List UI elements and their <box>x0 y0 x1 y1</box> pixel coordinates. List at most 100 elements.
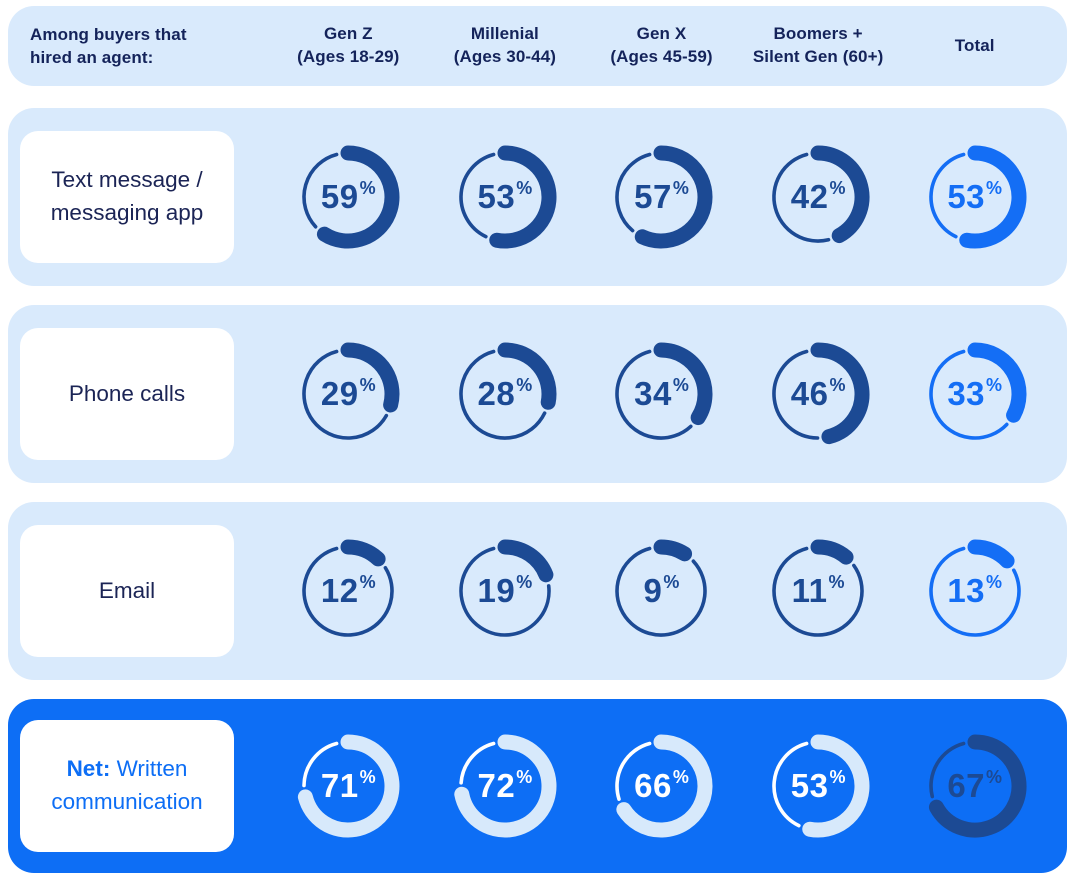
column-title: Boomers + <box>773 24 863 44</box>
donut-value: 71 <box>320 767 359 804</box>
donut-chart: 28% <box>450 339 560 449</box>
percent-sign: % <box>829 766 846 787</box>
row-label-rest: Written communication <box>51 756 203 814</box>
percent-sign: % <box>359 177 376 198</box>
percent-sign: % <box>986 177 1003 198</box>
column-header-gen-z: Gen Z (Ages 18-29) <box>270 23 427 69</box>
row-label-cell: Email <box>20 525 270 657</box>
table-intro-label: Among buyers that hired an agent: <box>30 24 187 67</box>
row-label-cell: Net: Written communication <box>20 720 270 852</box>
percent-sign: % <box>516 177 533 198</box>
donut-value: 53 <box>947 178 986 215</box>
donut-value: 29 <box>320 375 359 412</box>
percent-sign: % <box>829 177 846 198</box>
row-label-rest: Phone calls <box>68 380 186 406</box>
chart-row-0: Text message / messaging app 59% 53% 57% 42%… <box>8 108 1067 286</box>
donut-cell-0-0: 59% <box>270 142 427 252</box>
donut-chart: 34% <box>606 339 716 449</box>
donut-cell-2-2: 9% <box>583 536 740 646</box>
donut-chart: 53% <box>920 142 1030 252</box>
row-label-rest: Email <box>98 577 156 603</box>
donut-value: 66 <box>634 767 672 804</box>
donut-chart: 67% <box>920 731 1030 841</box>
donut-chart: 53% <box>763 731 873 841</box>
column-title: Gen X <box>636 24 687 44</box>
donut-cell-2-0: 12% <box>270 536 427 646</box>
chart-row-1: Phone calls 29% 28% 34% 46% 33% <box>8 305 1067 483</box>
donut-value: 12 <box>320 572 359 609</box>
donut-chart: 19% <box>450 536 560 646</box>
donut-value: 42 <box>790 178 829 215</box>
donut-cell-3-4: 67% <box>896 731 1053 841</box>
row-label-text: Text message / messaging app <box>36 164 218 229</box>
percent-sign: % <box>516 571 533 592</box>
column-header-millenial: Millenial (Ages 30-44) <box>427 23 584 69</box>
percent-sign: % <box>986 766 1003 787</box>
donut-cell-3-1: 72% <box>427 731 584 841</box>
donut-chart: 71% <box>293 731 403 841</box>
percent-sign: % <box>672 766 689 787</box>
percent-sign: % <box>828 571 845 592</box>
header-intro-cell: Among buyers that hired an agent: <box>20 23 270 70</box>
donut-chart: 29% <box>293 339 403 449</box>
donut-chart: 66% <box>606 731 716 841</box>
donut-cell-3-3: 53% <box>740 731 897 841</box>
row-label-cell: Phone calls <box>20 328 270 460</box>
column-subtitle: (Ages 18-29) <box>297 47 400 66</box>
donut-cell-2-4: 13% <box>896 536 1053 646</box>
row-label-card: Text message / messaging app <box>20 131 234 263</box>
donut-value: 53 <box>790 767 829 804</box>
donut-cell-1-4: 33% <box>896 339 1053 449</box>
donut-chart: 72% <box>450 731 560 841</box>
donut-chart: 46% <box>763 339 873 449</box>
percent-sign: % <box>672 374 689 395</box>
donut-value: 34 <box>634 375 672 412</box>
donut-chart: 11% <box>763 536 873 646</box>
percent-sign: % <box>672 177 689 198</box>
donut-cell-2-3: 11% <box>740 536 897 646</box>
donut-chart: 42% <box>763 142 873 252</box>
header-band: Among buyers that hired an agent: Gen Z … <box>8 6 1067 86</box>
percent-sign: % <box>986 374 1003 395</box>
donut-value: 28 <box>477 375 516 412</box>
row-label-card: Email <box>20 525 234 657</box>
donut-value: 59 <box>320 178 359 215</box>
donut-value: 19 <box>477 572 516 609</box>
donut-value: 57 <box>634 178 672 215</box>
percent-sign: % <box>516 374 533 395</box>
column-subtitle: Silent Gen (60+) <box>752 47 884 66</box>
donut-chart: 13% <box>920 536 1030 646</box>
donut-cell-0-3: 42% <box>740 142 897 252</box>
chart-row-2: Email 12% 19% 9% 11% 13% <box>8 502 1067 680</box>
donut-cell-3-2: 66% <box>583 731 740 841</box>
column-subtitle: (Ages 45-59) <box>610 47 713 66</box>
donut-chart: 12% <box>293 536 403 646</box>
donut-value: 13 <box>947 572 986 609</box>
donut-chart: 33% <box>920 339 1030 449</box>
chart-rows: Text message / messaging app 59% 53% 57% 42%… <box>0 108 1075 873</box>
donut-cell-3-0: 71% <box>270 731 427 841</box>
donut-chart: 59% <box>293 142 403 252</box>
percent-sign: % <box>359 374 376 395</box>
percent-sign: % <box>516 766 533 787</box>
donut-value: 9 <box>643 572 663 609</box>
percent-sign: % <box>829 374 846 395</box>
row-label-text: Email <box>99 575 155 608</box>
donut-value: 67 <box>947 767 986 804</box>
percent-sign: % <box>359 571 376 592</box>
row-label-text: Net: Written communication <box>36 753 218 818</box>
donut-value: 53 <box>477 178 516 215</box>
row-label-card: Net: Written communication <box>20 720 234 852</box>
donut-cell-0-4: 53% <box>896 142 1053 252</box>
column-header-total: Total <box>896 35 1053 58</box>
percent-sign: % <box>986 571 1003 592</box>
column-title: Gen Z <box>323 24 373 44</box>
column-subtitle: (Ages 30-44) <box>453 47 557 66</box>
donut-cell-1-1: 28% <box>427 339 584 449</box>
chart-row-3: Net: Written communication 71% 72% 66% 53% 67… <box>8 699 1067 873</box>
donut-cell-1-2: 34% <box>583 339 740 449</box>
row-label-bold-prefix: Net: <box>66 756 111 782</box>
column-header-boomers-silent: Boomers + Silent Gen (60+) <box>740 23 897 69</box>
row-label-rest: Text message / messaging app <box>50 167 204 225</box>
donut-cell-1-3: 46% <box>740 339 897 449</box>
